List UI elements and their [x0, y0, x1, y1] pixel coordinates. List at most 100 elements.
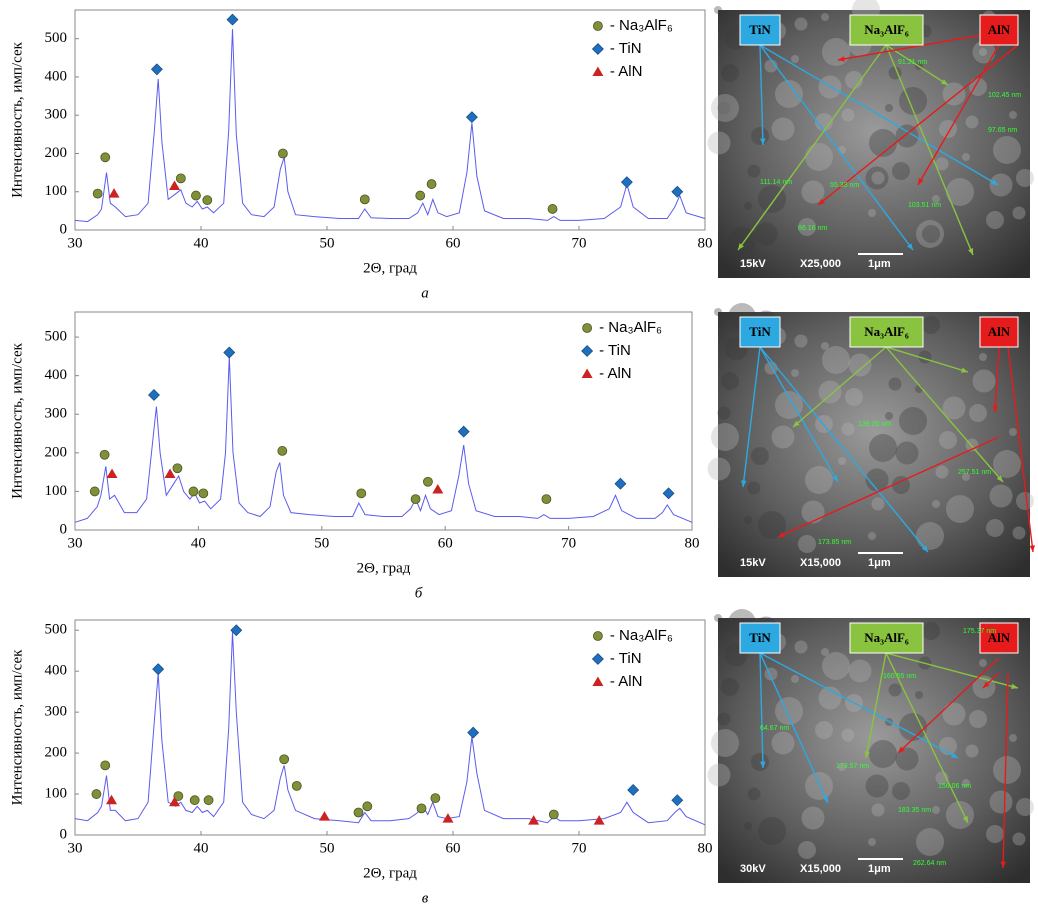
marker	[416, 803, 427, 814]
marker	[226, 13, 239, 26]
marker	[169, 796, 181, 807]
marker	[223, 346, 236, 359]
marker	[106, 794, 118, 805]
legend-label: - AlN	[599, 365, 632, 382]
legend-marker	[582, 323, 593, 333]
sem-grain	[979, 659, 987, 667]
sem-grain	[922, 622, 940, 640]
sem-grain	[707, 131, 731, 155]
legend-label: - TiN	[599, 342, 631, 359]
y-tick-label: 300	[45, 406, 68, 422]
sem-grain	[972, 40, 996, 64]
sem-grain	[771, 117, 795, 141]
sem-grain	[764, 59, 778, 73]
sem-measurement: 86.16 nm	[798, 225, 827, 232]
sem-arrow-head	[951, 752, 958, 758]
sem-grain	[714, 308, 722, 316]
sem-grain	[815, 721, 833, 739]
sem-grain	[865, 774, 889, 798]
sem-arrow-head	[864, 751, 870, 758]
x-tick-label: 60	[438, 535, 453, 551]
sem-grain	[871, 171, 885, 185]
sem-arrow-head	[962, 816, 968, 823]
x-tick-label: 60	[446, 840, 461, 856]
caption: в	[422, 890, 429, 906]
sem-arrow	[759, 652, 959, 759]
marker	[671, 185, 684, 198]
sem-grain	[711, 729, 739, 757]
sem-label-box	[849, 622, 924, 654]
marker	[92, 188, 103, 199]
sem-grain	[1009, 734, 1017, 742]
sem-arrow-head	[1000, 861, 1006, 868]
x-tick-label: 40	[194, 235, 209, 251]
x-tick-label: 40	[194, 840, 209, 856]
marker	[356, 488, 367, 499]
sem-grain	[798, 535, 816, 553]
y-tick-label: 200	[45, 745, 68, 761]
y-tick-label: 300	[45, 704, 68, 720]
sem-grain	[969, 710, 987, 728]
sem-grain	[822, 652, 850, 680]
sem-background	[718, 312, 1030, 577]
sem-grain	[868, 532, 876, 540]
sem-arrow	[897, 657, 1000, 754]
sem-grain	[993, 136, 1021, 164]
sem-label-box	[739, 622, 781, 654]
sem-arrow-head	[822, 796, 828, 803]
sem-grain	[916, 522, 944, 550]
sem-grain	[1012, 832, 1026, 846]
legend-label: - AlN	[610, 673, 643, 690]
sem-grain	[868, 209, 876, 217]
x-tick-label: 30	[68, 535, 83, 551]
sem-grain	[916, 220, 944, 248]
sem-grain	[801, 806, 825, 830]
marker	[423, 476, 433, 487]
sem-grain	[989, 790, 1013, 814]
sem-grain	[805, 772, 833, 800]
sem-measurement: 156.06 nm	[938, 783, 971, 790]
sem-grain	[942, 82, 966, 106]
marker	[279, 754, 290, 765]
sem-grain	[798, 218, 816, 236]
sem-measurement: 160.55 nm	[883, 673, 916, 680]
sem-voltage: 30kV	[740, 863, 766, 875]
sem-arrow	[865, 652, 887, 759]
y-tick-label: 0	[60, 826, 68, 842]
legend-marker	[593, 631, 603, 641]
sem-arrow-head	[906, 243, 913, 250]
sem-background	[718, 618, 1030, 883]
marker	[457, 425, 470, 438]
sem-grain	[869, 129, 897, 157]
sem-grain	[751, 127, 769, 145]
sem-grain	[965, 744, 979, 758]
sem-grain	[848, 659, 872, 683]
sem-label: Na₃AlF₆	[864, 22, 909, 37]
sem-grain	[775, 80, 803, 108]
sem-measurement: 97.65 nm	[988, 127, 1017, 134]
sem-grain	[932, 806, 940, 814]
x-axis-label: 2Θ, град	[363, 260, 417, 276]
sem-grain	[838, 457, 846, 465]
sem-label-box	[979, 316, 1019, 348]
y-tick-label: 500	[45, 622, 68, 638]
sem-scale: 1μm	[868, 557, 891, 569]
marker	[593, 815, 605, 825]
sem-grain	[822, 38, 850, 66]
marker	[318, 811, 330, 821]
sem-grain	[754, 222, 778, 246]
sem-arrow	[759, 44, 999, 186]
sem-arrow	[917, 44, 1000, 186]
sem-grain	[1016, 798, 1034, 816]
sem-arrow	[759, 44, 764, 146]
sem-magnification: X15,000	[800, 863, 841, 875]
x-tick-label: 30	[68, 235, 83, 251]
sem-measurement: 91.21 nm	[898, 59, 927, 66]
legend-marker	[581, 345, 594, 357]
y-tick-label: 500	[45, 30, 68, 46]
sem-label: TiN	[749, 630, 771, 645]
legend-marker	[581, 368, 593, 378]
sem-grain	[868, 838, 876, 846]
sem-grain	[916, 828, 944, 856]
